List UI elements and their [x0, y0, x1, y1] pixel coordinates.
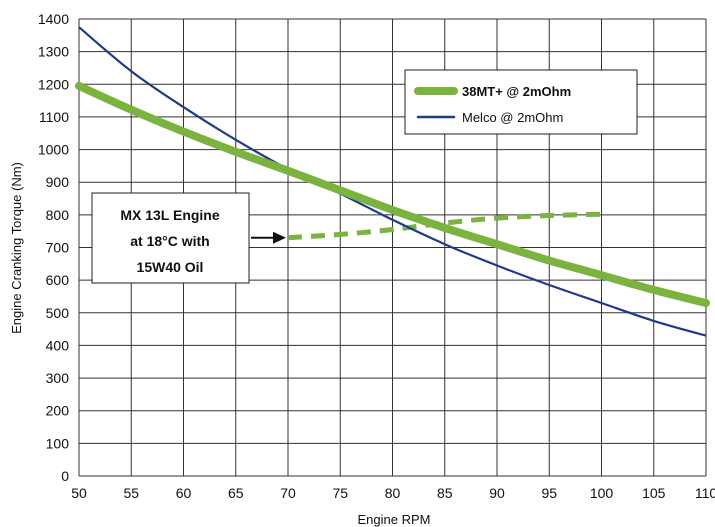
y-tick-label: 500	[46, 305, 70, 321]
legend-label-38mt: 38MT+ @ 2mOhm	[462, 84, 571, 99]
series-line-melco	[78, 26, 707, 337]
x-tick-label: 70	[280, 485, 296, 501]
series-layer	[75, 26, 710, 337]
annotation-arrow-head	[273, 231, 286, 244]
series-line-38mt	[75, 81, 710, 307]
x-tick-label: 60	[176, 485, 192, 501]
x-tick-label: 50	[71, 485, 87, 501]
x-tick-label: 105	[642, 485, 666, 501]
x-tick-label: 90	[489, 485, 505, 501]
y-axis-title: Engine Cranking Torque (Nm)	[9, 162, 24, 334]
x-tick-label: 55	[123, 485, 139, 501]
engine-annotation: MX 13L Engine at 18°C with 15W40 Oil	[91, 192, 286, 284]
legend: 38MT+ @ 2mOhm Melco @ 2mOhm	[404, 69, 638, 135]
annotation-line-2: at 18°C with	[130, 233, 210, 249]
y-tick-label: 600	[46, 272, 70, 288]
x-tick-label: 75	[332, 485, 348, 501]
annotation-box	[91, 192, 250, 284]
y-tick-label: 300	[46, 370, 70, 386]
x-axis-title: Engine RPM	[358, 512, 431, 527]
x-tick-label: 65	[228, 485, 244, 501]
y-tick-label: 200	[46, 403, 70, 419]
y-tick-label: 100	[46, 435, 70, 451]
y-tick-label: 1200	[38, 76, 69, 92]
annotation-line-1: MX 13L Engine	[120, 207, 220, 223]
y-tick-label: 800	[46, 207, 70, 223]
annotation-line-3: 15W40 Oil	[137, 259, 204, 275]
x-tick-label: 95	[541, 485, 557, 501]
y-tick-label: 1000	[38, 142, 69, 158]
y-tick-label: 700	[46, 240, 70, 256]
y-tick-label: 1300	[38, 44, 69, 60]
legend-label-melco: Melco @ 2mOhm	[462, 110, 563, 125]
legend-box	[404, 69, 638, 135]
x-tick-label: 100	[590, 485, 614, 501]
engine-requirement-line	[287, 211, 602, 241]
y-tick-label: 1400	[38, 11, 69, 27]
y-axis-ticks: 0 100 200 300 400 500 600 700 800 900 1000 1100 1200…	[38, 11, 69, 484]
y-tick-label: 1100	[39, 109, 69, 125]
x-axis-ticks: 50 55 60 65 70 75 80 85 90 95 100 105 110	[71, 485, 715, 501]
x-tick-label: 110	[695, 485, 715, 501]
y-tick-label: 900	[46, 174, 70, 190]
x-tick-label: 80	[385, 485, 401, 501]
y-tick-label: 0	[61, 468, 69, 484]
x-tick-label: 85	[437, 485, 453, 501]
y-tick-label: 400	[46, 337, 70, 353]
